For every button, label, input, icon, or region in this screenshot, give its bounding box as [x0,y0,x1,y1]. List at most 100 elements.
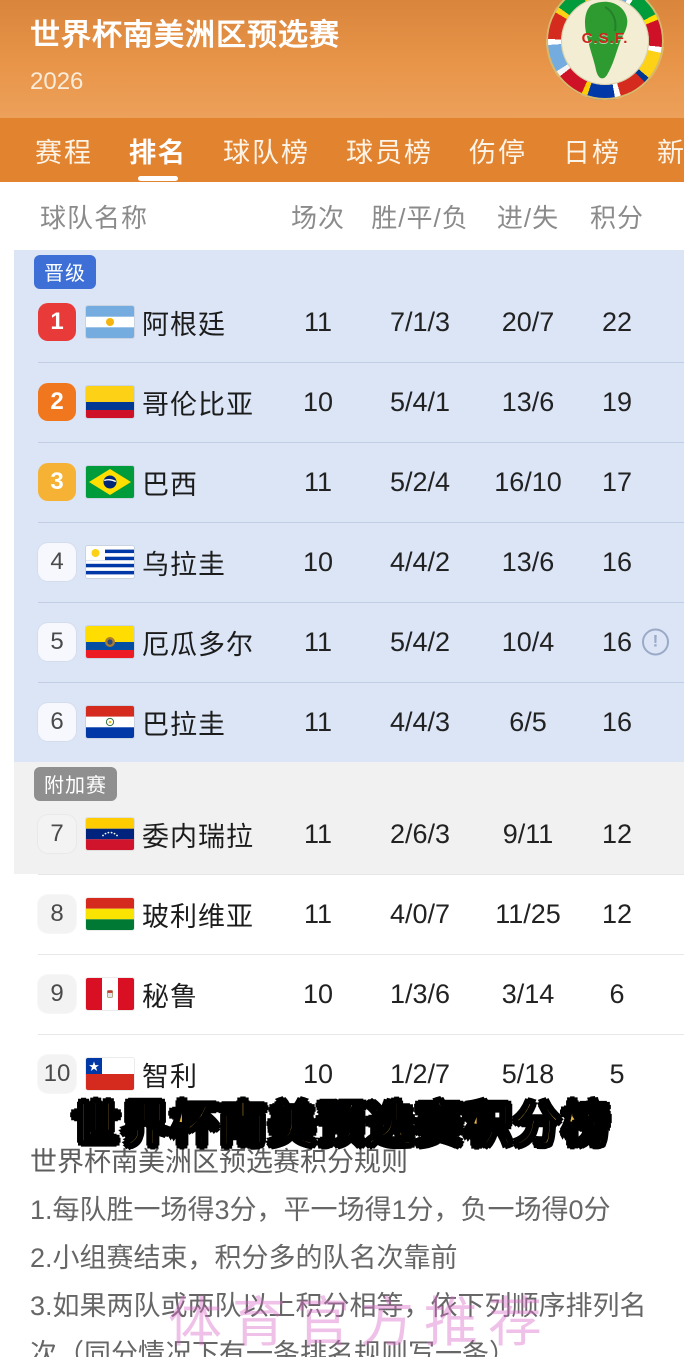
played-cell: 10 [302,386,334,417]
points-cell: 12 [601,898,633,929]
points-cell: 16 [601,706,633,737]
flag-chile-icon [86,1058,134,1090]
goals-cell: 10/4 [501,626,555,657]
team-name: 玻利维亚 [142,901,254,932]
csf-logo-inner: C.S.F. [561,0,649,85]
flag-uruguay-icon [86,546,134,578]
table-row[interactable]: 8 玻利维亚 11 4/0/7 11/25 12 [14,874,684,954]
played-cell: 11 [303,626,333,657]
tab-schedule[interactable]: 赛程 [35,138,93,168]
team-name: 阿根廷 [142,309,226,340]
table-row[interactable]: 2 哥伦比亚 10 5/4/1 13/6 19 [14,362,684,442]
rules-title: 世界杯南美洲区预选赛积分规则 [30,1147,408,1177]
flag-brazil-icon [86,466,134,498]
goals-cell: 9/11 [502,818,554,849]
table-row[interactable]: 9 秘鲁 10 1/3/6 3/14 6 [14,954,684,1034]
table-row[interactable]: 5 厄瓜多尔 11 5/4/2 10/4 16 ! [14,602,684,682]
goals-cell: 13/6 [501,546,555,577]
csf-logo: C.S.F. [546,0,664,100]
csf-logo-text: C.S.F. [581,30,629,48]
lower-section: 8 玻利维亚 11 4/0/7 11/25 12 9 秘鲁 10 1/3/6 3… [14,874,684,1114]
col-header-goals: 进/失 [496,202,560,233]
tab-daily[interactable]: 日榜 [563,138,621,168]
table-header-row: 球队名称 场次 胜/平/负 进/失 积分 [14,182,684,250]
team-name: 秘鲁 [142,981,198,1012]
table-row[interactable]: 1 阿根廷 11 7/1/3 20/7 22 [14,282,684,362]
played-cell: 11 [303,306,333,337]
played-cell: 11 [303,706,333,737]
playoff-section: 附加赛 7 委内瑞拉 11 2/6/3 9/11 12 [14,762,684,874]
table-row[interactable]: 6 巴拉圭 11 4/4/3 6/5 16 [14,682,684,762]
nav-tab-bar: 赛程 排名 球队榜 球员榜 伤停 日榜 新闻 [0,118,684,182]
points-cell: 22 [601,306,633,337]
points-cell: 16 [601,546,633,577]
played-cell: 10 [302,978,334,1009]
wdl-cell: 1/2/7 [389,1058,451,1089]
played-cell: 11 [303,898,333,929]
rank-badge: 6 [38,703,76,741]
points-cell: 17 [601,466,633,497]
tab-news[interactable]: 新闻 [657,138,684,168]
flag-venezuela-icon [86,818,134,850]
rank-badge: 7 [38,815,76,853]
points-cell: 16 ! [569,627,669,658]
table-row[interactable]: 3 巴西 11 5/2/4 16/10 17 [14,442,684,522]
played-cell: 10 [302,1058,334,1089]
team-name: 智利 [142,1061,198,1092]
team-name: 哥伦比亚 [142,389,254,420]
wdl-cell: 4/4/2 [389,546,451,577]
col-header-wdl: 胜/平/负 [371,202,469,233]
qualified-section-header: 晋级 [14,250,684,289]
team-name: 厄瓜多尔 [142,629,254,660]
col-header-team: 球队名称 [40,202,149,233]
flag-argentina-icon [86,306,134,338]
rank-badge: 3 [38,463,76,501]
wdl-cell: 5/4/2 [389,626,451,657]
overlay-headline: 世界杯南美预选赛积分榜 [72,1097,612,1152]
table-row[interactable]: 7 委内瑞拉 11 2/6/3 9/11 12 [14,794,684,874]
tab-ranking[interactable]: 排名 [129,131,187,182]
team-name: 巴西 [142,469,198,500]
team-name: 巴拉圭 [142,709,226,740]
wdl-cell: 5/2/4 [389,466,451,497]
played-cell: 11 [303,818,333,849]
wdl-cell: 2/6/3 [389,818,451,849]
points-deduction-info-icon[interactable]: ! [642,628,669,656]
rank-badge: 10 [38,1055,76,1093]
rank-badge: 8 [38,895,76,933]
tab-team-chart[interactable]: 球队榜 [223,138,310,168]
col-header-played: 场次 [290,202,345,233]
table-row[interactable]: 10 智利 10 1/2/7 5/18 5 [14,1034,684,1114]
points-cell: 12 [601,818,633,849]
wdl-cell: 4/4/3 [389,706,451,737]
promotion-badge: 晋级 [34,255,96,289]
south-america-icon [584,1,628,79]
wdl-cell: 7/1/3 [389,306,451,337]
rule-item: 1.每队胜一场得3分，平一场得1分，负一场得0分 [30,1195,611,1225]
team-name: 委内瑞拉 [142,821,254,852]
page-title: 世界杯南美洲区预选赛 [30,19,340,52]
rank-badge: 1 [38,303,76,341]
tab-player-chart[interactable]: 球员榜 [346,138,433,168]
goals-cell: 11/25 [495,898,561,929]
flag-paraguay-icon [86,706,134,738]
wdl-cell: 1/3/6 [389,978,451,1009]
goals-cell: 3/14 [501,978,555,1009]
rule-item: 3.如果两队或两队以上积分相等，依下列顺序排列名次（同分情况下有一条排名规则写一… [30,1291,647,1357]
team-name: 乌拉圭 [142,549,226,580]
played-cell: 10 [302,546,334,577]
col-header-points: 积分 [589,202,644,233]
flag-colombia-icon [86,386,134,418]
points-cell: 6 [609,978,625,1009]
tab-injuries[interactable]: 伤停 [469,138,527,168]
goals-cell: 6/5 [509,706,547,737]
rank-badge: 4 [38,543,76,581]
table-row[interactable]: 4 乌拉圭 10 4/4/2 13/6 16 [14,522,684,602]
rank-badge: 9 [38,975,76,1013]
flag-peru-icon [86,978,134,1010]
playoff-section-header: 附加赛 [14,762,684,801]
season-label: 2026 [30,68,84,95]
playoff-badge: 附加赛 [34,767,117,801]
wdl-cell: 5/4/1 [389,386,451,417]
points-cell: 19 [601,386,633,417]
